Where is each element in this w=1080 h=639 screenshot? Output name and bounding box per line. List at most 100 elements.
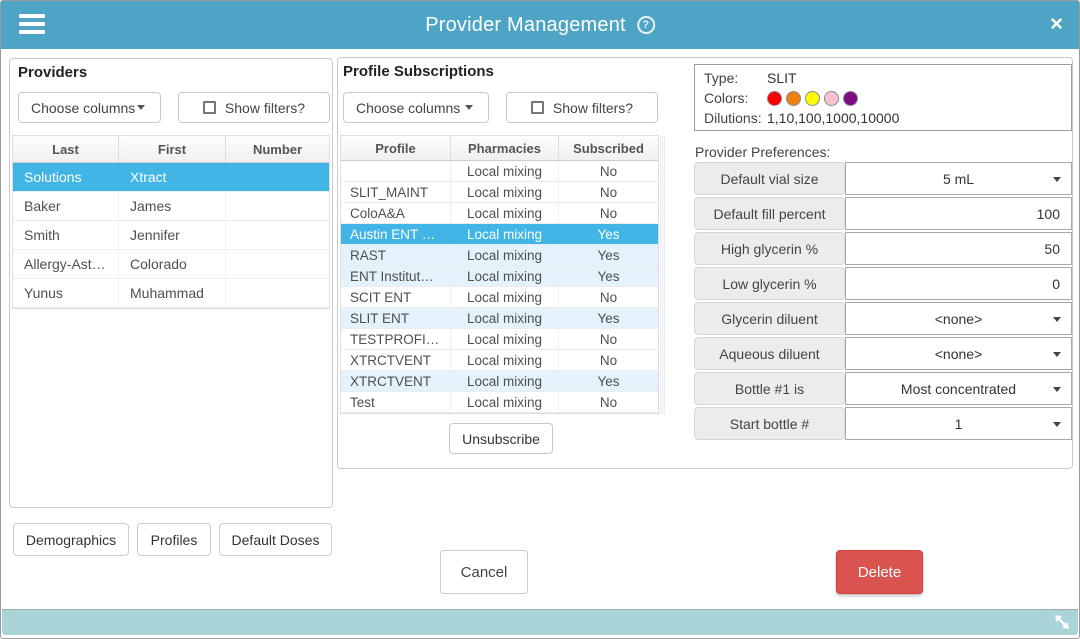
cell-last: Allergy-Ast…	[13, 250, 119, 278]
show-filters-checkbox[interactable]	[530, 101, 544, 114]
cell-first: James	[119, 192, 226, 220]
show-filters-checkbox[interactable]	[202, 101, 216, 114]
preference-value: Most concentrated	[900, 380, 1017, 397]
choose-columns-label: Choose columns	[31, 99, 136, 116]
table-row[interactable]: SCIT ENT Local mixing No	[341, 287, 658, 308]
table-row[interactable]: SLIT ENT Local mixing Yes	[341, 308, 658, 329]
help-icon[interactable]: ?	[636, 16, 655, 34]
cell-pharmacies: Local mixing	[451, 203, 559, 223]
close-icon[interactable]: ×	[1050, 11, 1063, 36]
cell-profile: Austin ENT …	[350, 226, 436, 242]
preference-row: Default fill percent 100	[694, 197, 1072, 230]
table-row[interactable]: Baker James	[13, 192, 329, 221]
table-row[interactable]: Smith Jennifer	[13, 221, 329, 250]
preference-row: Start bottle # 1	[694, 407, 1072, 440]
cell-number	[226, 221, 329, 249]
cell-profile	[341, 161, 451, 181]
cell-subscribed: No	[599, 394, 618, 410]
table-row[interactable]: XTRCTVENT Local mixing No	[341, 350, 658, 371]
table-row[interactable]: Allergy-Ast… Colorado	[13, 250, 329, 279]
cell-profile: XTRCTVENT	[341, 350, 451, 370]
table-row[interactable]: Yunus Muhammad	[13, 279, 329, 308]
table-scrollbar[interactable]	[660, 136, 665, 414]
preference-value-field[interactable]: 5 mL	[845, 162, 1072, 195]
chevron-down-icon	[1053, 351, 1061, 357]
table-row[interactable]: ENT Institut… Local mixing Yes	[341, 266, 658, 287]
demographics-button[interactable]: Demographics	[13, 523, 129, 556]
cell-subscribed: No	[599, 184, 618, 200]
cell-pharmacies: Local mixing	[451, 287, 559, 307]
preference-label: High glycerin %	[694, 232, 845, 265]
cell-pharmacies: Local mixing	[451, 245, 559, 265]
subscriptions-table-header: Profile Pharmacies Subscribed	[341, 136, 658, 161]
subscriptions-show-filters-toggle[interactable]: Show filters?	[506, 92, 658, 123]
preference-label: Default fill percent	[694, 197, 845, 230]
preference-label: Bottle #1 is	[694, 372, 845, 405]
unsubscribe-button[interactable]: Unsubscribe	[449, 423, 553, 454]
dilutions-value: 1,10,100,1000,10000	[767, 110, 900, 126]
table-row[interactable]: XTRCTVENT Local mixing Yes	[341, 371, 658, 392]
column-header[interactable]: Last	[13, 136, 119, 162]
chevron-down-icon	[137, 105, 145, 110]
delete-button[interactable]: Delete	[836, 550, 923, 594]
color-dot	[767, 90, 782, 106]
cell-last: Baker	[13, 192, 119, 220]
preference-value-field[interactable]: 1	[845, 407, 1072, 440]
preference-value-field[interactable]: 50	[845, 232, 1072, 265]
table-row[interactable]: ColoA&A Local mixing No	[341, 203, 658, 224]
show-filters-label: Show filters?	[224, 99, 306, 116]
column-header[interactable]: First	[119, 136, 226, 162]
chevron-down-icon	[1053, 421, 1061, 427]
dialog-footer	[2, 609, 1078, 635]
table-row[interactable]: Test Local mixing No	[341, 392, 658, 413]
cell-profile: SLIT ENT	[341, 308, 451, 328]
providers-show-filters-toggle[interactable]: Show filters?	[178, 92, 330, 123]
preference-value: 100	[1036, 205, 1060, 222]
chevron-down-icon	[1053, 176, 1061, 182]
provider-preferences-title: Provider Preferences:	[695, 144, 831, 160]
preference-value-field[interactable]: 0	[845, 267, 1072, 300]
color-dot	[843, 90, 858, 106]
chevron-down-icon	[1053, 316, 1061, 322]
default-doses-button[interactable]: Default Doses	[219, 523, 332, 556]
hamburger-menu-icon[interactable]	[19, 14, 45, 36]
cell-profile: SLIT_MAINT	[341, 182, 451, 202]
preference-value-field[interactable]: Most concentrated	[845, 372, 1072, 405]
table-row[interactable]: Local mixing No	[341, 161, 658, 182]
preference-value: 1	[954, 415, 963, 432]
table-row[interactable]: SLIT_MAINT Local mixing No	[341, 182, 658, 203]
table-row[interactable]: Austin ENT … Local mixing Yes	[341, 224, 658, 245]
column-header[interactable]: Profile	[341, 136, 451, 160]
cell-first: Muhammad	[119, 279, 226, 307]
column-header[interactable]: Pharmacies	[451, 136, 559, 160]
show-filters-label: Show filters?	[552, 99, 634, 116]
column-header[interactable]: Subscribed	[573, 140, 644, 156]
cell-profile: RAST	[341, 245, 451, 265]
provider-info-box: Type: SLIT Colors: Dilutions: 1,10,100,1…	[694, 64, 1072, 131]
table-row[interactable]: TESTPROFI… Local mixing No	[341, 329, 658, 350]
preference-value: 5 mL	[942, 170, 975, 187]
profiles-button[interactable]: Profiles	[137, 523, 211, 556]
preference-value-field[interactable]: <none>	[845, 302, 1072, 335]
title-bar: Provider Management ? ×	[1, 1, 1079, 49]
cancel-button[interactable]: Cancel	[440, 550, 528, 594]
preference-value-field[interactable]: 100	[845, 197, 1072, 230]
vial-color-dots	[767, 90, 858, 106]
providers-title: Providers	[18, 64, 88, 81]
subscriptions-choose-columns-button[interactable]: Choose columns	[343, 92, 489, 123]
resize-handle-icon[interactable]	[1052, 612, 1072, 632]
column-header[interactable]: Number	[252, 141, 303, 157]
preference-label: Start bottle #	[694, 407, 845, 440]
preference-value-field[interactable]: <none>	[845, 337, 1072, 370]
type-label: Type:	[704, 70, 739, 86]
subscriptions-table-body: Local mixing No SLIT_MAINT Local mixing …	[341, 161, 658, 413]
providers-choose-columns-button[interactable]: Choose columns	[18, 92, 161, 123]
table-row[interactable]: RAST Local mixing Yes	[341, 245, 658, 266]
table-row[interactable]: Solutions Xtract	[13, 163, 329, 192]
cell-pharmacies: Local mixing	[451, 308, 559, 328]
chevron-down-icon	[465, 105, 473, 110]
preference-row: Low glycerin % 0	[694, 267, 1072, 300]
cell-last: Yunus	[13, 279, 119, 307]
cell-pharmacies: Local mixing	[466, 226, 543, 242]
